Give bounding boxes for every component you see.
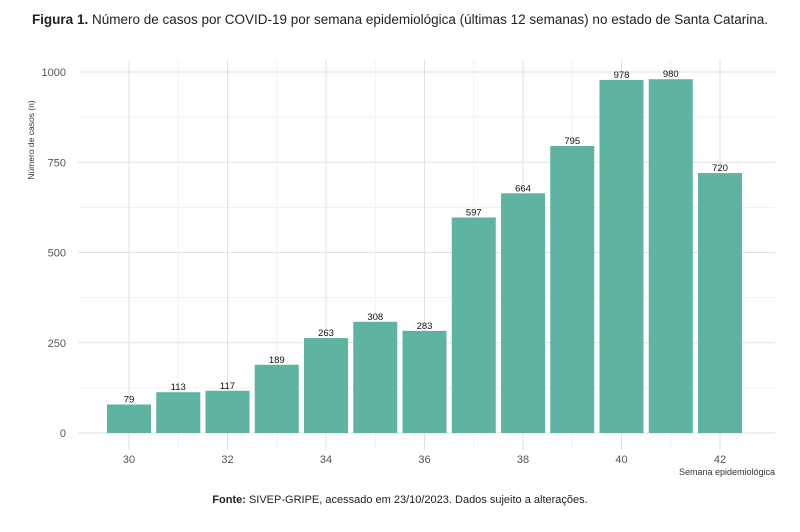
bar-value-label: 980: [663, 69, 679, 80]
bar-value-label: 720: [712, 163, 728, 174]
bar-value-label: 79: [124, 394, 135, 405]
bar: [254, 364, 299, 433]
bar-value-label: 263: [318, 328, 334, 339]
source-note: Fonte: SIVEP-GRIPE, acessado em 23/10/20…: [0, 494, 800, 506]
bar: [156, 392, 201, 433]
bar: [451, 217, 496, 433]
source-text: SIVEP-GRIPE, acessado em 23/10/2023. Dad…: [245, 494, 588, 506]
x-tick-label: 32: [221, 454, 233, 466]
bar-value-label: 113: [171, 382, 186, 393]
bar-value-label: 189: [269, 355, 285, 366]
bar: [550, 146, 595, 433]
figure-caption: Figura 1. Número de casos por COVID-19 p…: [0, 12, 800, 27]
x-tick-label: 30: [123, 454, 135, 466]
bar-value-label: 308: [367, 312, 383, 323]
bar: [107, 404, 151, 433]
y-tick-label: 1000: [42, 67, 66, 79]
bar-value-label: 795: [564, 136, 580, 147]
y-tick-label: 0: [60, 428, 66, 440]
y-tick-label: 250: [48, 338, 66, 350]
caption-text: Número de casos por COVID-19 por semana …: [88, 12, 769, 27]
x-tick-label: 38: [517, 454, 529, 466]
bar-value-label: 597: [466, 207, 482, 218]
bar-value-label: 283: [417, 321, 433, 332]
y-tick-label: 750: [48, 157, 66, 169]
y-axis-title: Número de casos (n): [26, 100, 36, 180]
y-tick-label: 500: [48, 248, 66, 260]
bar: [205, 390, 250, 433]
bar: [304, 338, 348, 433]
bar-value-label: 117: [220, 381, 235, 392]
x-tick-label: 42: [714, 454, 726, 466]
caption-label: Figura 1.: [31, 12, 89, 27]
bar-value-label: 978: [614, 70, 630, 81]
x-axis-title: Semana epidemiológica: [679, 467, 775, 477]
bar: [599, 79, 644, 433]
source-label: Fonte:: [212, 494, 246, 506]
x-tick-label: 40: [615, 454, 627, 466]
bar: [353, 321, 398, 433]
bar: [402, 330, 447, 433]
x-tick-label: 36: [418, 454, 430, 466]
bar: [501, 193, 545, 433]
bar-value-label: 664: [515, 183, 531, 194]
x-tick-label: 34: [320, 454, 332, 466]
bar: [698, 173, 742, 433]
bar: [648, 79, 693, 433]
